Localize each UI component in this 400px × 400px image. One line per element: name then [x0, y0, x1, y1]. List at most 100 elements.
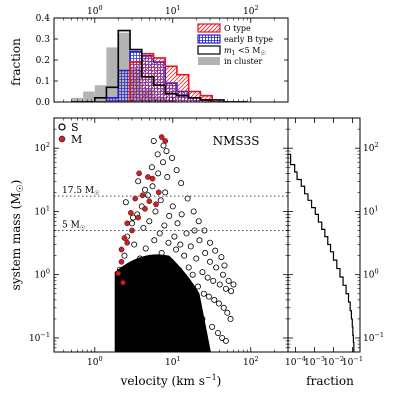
scatter-point	[199, 269, 206, 276]
panel-label: NMS3S	[213, 134, 260, 148]
scatter-point	[139, 192, 146, 199]
hist-bar	[130, 62, 142, 102]
scatter-point	[227, 315, 234, 322]
scatter-point	[119, 285, 126, 292]
scatter-point	[135, 214, 141, 221]
hist-step-outline	[71, 29, 248, 102]
scatter-point	[166, 212, 173, 219]
fraction-x-tick-label: 10−4	[285, 355, 306, 368]
hist-x-tick-label: 101	[165, 4, 181, 17]
scatter-point	[222, 285, 229, 292]
legend-swatch	[197, 45, 221, 55]
histogram-bars	[71, 29, 248, 102]
scatter-point	[122, 199, 129, 206]
fraction-y-tick-label: 102	[363, 141, 379, 154]
scatter-point	[118, 246, 125, 253]
legend-label: early B type	[224, 35, 273, 44]
hist-bar	[106, 47, 119, 102]
scatter-point	[225, 277, 232, 284]
scatter-point	[153, 274, 160, 281]
scatter-point	[162, 189, 169, 196]
x-label-exponent: −1	[205, 373, 217, 382]
scatter-series-s	[116, 137, 237, 344]
scatter-x-label: velocity (km s−1)	[120, 373, 222, 388]
scatter-point	[128, 210, 134, 216]
scatter-point	[155, 189, 162, 196]
scatter-point	[206, 239, 213, 246]
scatter-point	[132, 281, 139, 288]
scatter-point	[190, 208, 197, 215]
scatter-point	[118, 258, 125, 265]
scatter-series-m	[115, 134, 169, 286]
scatter-point	[126, 288, 133, 295]
hist-bar	[118, 70, 131, 102]
legend-label: M	[71, 133, 82, 146]
legend-swatch	[197, 34, 221, 44]
scatter-point	[135, 178, 142, 185]
scatter-point	[160, 159, 167, 166]
legend-label: S	[71, 121, 79, 134]
scatter-point	[128, 220, 135, 227]
scatter-point	[144, 192, 151, 199]
scatter-point	[124, 220, 130, 227]
fraction-y-tick-label: 100	[363, 268, 379, 281]
scatter-point	[163, 269, 170, 276]
scatter-point	[121, 235, 128, 241]
scatter-point	[218, 254, 225, 261]
scatter-point	[187, 243, 194, 250]
scatter-point	[137, 304, 144, 311]
scatter-point	[210, 277, 217, 284]
scatter-point	[153, 201, 159, 208]
scatter-point	[179, 285, 186, 292]
y-label-main: system mass (M	[9, 192, 23, 290]
scatter-point	[215, 300, 222, 307]
scatter-point	[165, 239, 172, 246]
scatter-point	[174, 220, 181, 227]
fraction-y-tick-label: 101	[363, 204, 379, 217]
scatter-point	[173, 167, 180, 174]
scatter-point	[115, 270, 122, 277]
fraction-x-tick-label: 10−1	[342, 355, 363, 368]
scatter-y-tick-label: 101	[34, 204, 50, 217]
legend-label: in cluster	[224, 57, 263, 66]
scatter-point	[146, 218, 153, 225]
histogram-ticks: 0.0 0.1 0.2 0.3 0.4 100 101 102	[36, 4, 288, 108]
scatter-point	[178, 211, 185, 218]
scatter-point	[169, 203, 176, 210]
scatter-ticks: 100 101 102 10−1 100 101 102	[29, 118, 288, 368]
scatter-point	[196, 237, 203, 244]
scatter-point	[152, 208, 159, 215]
scatter-point	[143, 283, 150, 290]
scatter-point	[219, 334, 226, 341]
scatter-point	[205, 293, 212, 300]
hist-x-tick-label: 100	[87, 4, 103, 17]
scatter-point	[168, 258, 175, 265]
scatter-point	[157, 197, 164, 204]
fraction-y-tick-label: 10−1	[363, 331, 384, 344]
scatter-dense-region	[114, 254, 211, 352]
hist-series-o-type	[71, 52, 248, 102]
hist-bar	[83, 91, 95, 102]
fraction-x-tick-label: 10−2	[323, 355, 344, 368]
scatter-point	[130, 214, 137, 221]
scatter-point	[183, 230, 190, 237]
scatter-point	[212, 247, 219, 254]
scatter-y-tick-label: 10−1	[29, 331, 50, 344]
scatter-x-tick-label: 100	[87, 355, 103, 368]
hist-bar	[94, 85, 107, 102]
legend-label: m1 <5 M☉	[224, 46, 266, 57]
scatter-point	[220, 304, 227, 311]
scatter-point	[166, 281, 173, 288]
scatter-point	[219, 271, 226, 278]
hist-x-tick-label: 102	[243, 4, 259, 17]
y-label-close: )	[9, 180, 23, 185]
legend-marker	[58, 123, 66, 131]
scatter-point	[199, 315, 206, 322]
scatter-point	[149, 183, 156, 190]
scatter-point	[136, 170, 142, 177]
scatter-point	[178, 180, 185, 187]
scatter-point	[202, 250, 209, 257]
fraction-step-line	[288, 153, 355, 352]
scatter-point	[173, 246, 180, 253]
hist-bar	[188, 91, 201, 102]
